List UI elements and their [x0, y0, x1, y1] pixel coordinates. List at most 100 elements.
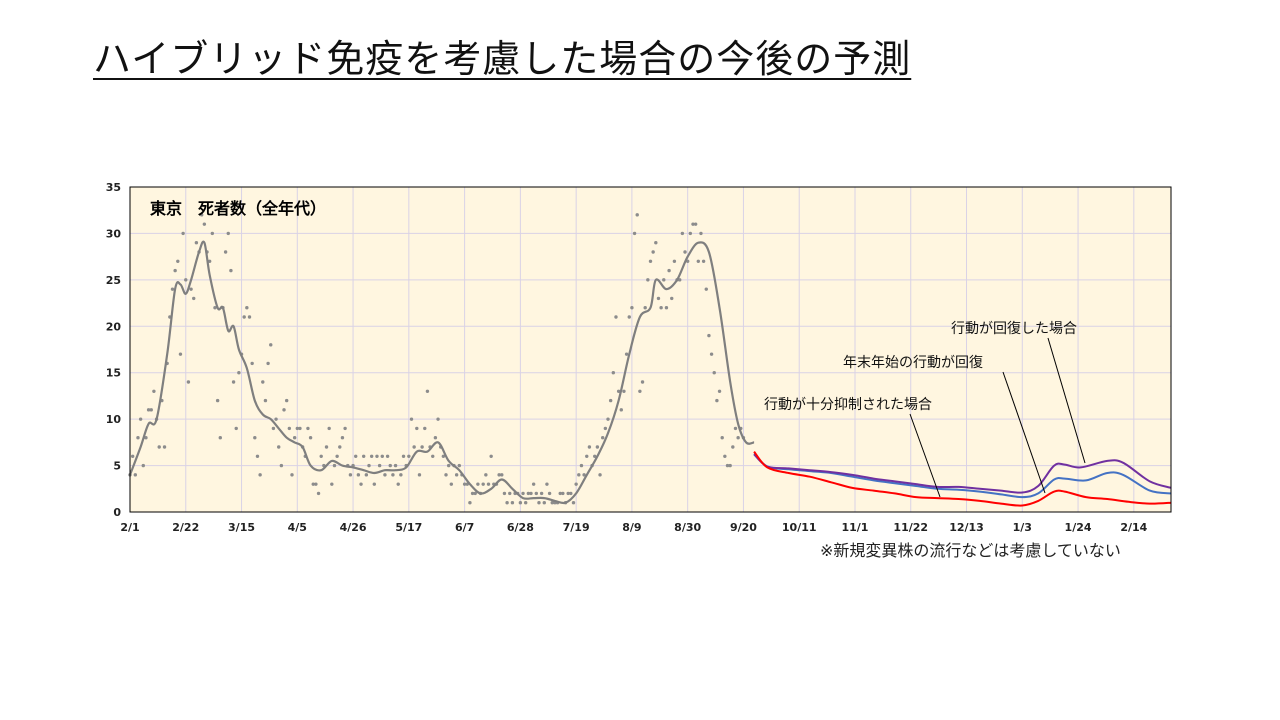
observed-point	[521, 491, 525, 496]
observed-point	[144, 436, 148, 440]
observed-point	[531, 482, 536, 486]
observed-point	[454, 473, 459, 477]
observed-point	[627, 315, 631, 319]
observed-point	[401, 454, 406, 458]
observed-point	[619, 408, 623, 412]
observed-point	[295, 426, 300, 431]
observed-point	[696, 259, 701, 263]
observed-point	[481, 482, 485, 486]
observed-point	[654, 241, 658, 245]
observed-point	[399, 473, 403, 477]
observed-point	[247, 315, 252, 319]
observed-point	[170, 287, 175, 291]
observed-point	[234, 426, 238, 431]
observed-point	[417, 473, 422, 477]
observed-point	[640, 380, 645, 384]
observed-point	[178, 352, 183, 356]
annotation-label: 年末年始の行動が回復	[843, 354, 983, 371]
observed-point	[733, 426, 738, 431]
observed-point	[157, 445, 161, 449]
observed-point	[558, 491, 562, 496]
observed-point	[396, 482, 400, 486]
observed-point	[577, 473, 581, 477]
observed-point	[146, 408, 151, 412]
x-tick-label: 7/19	[563, 521, 590, 534]
observed-point	[550, 501, 554, 505]
observed-point	[662, 278, 666, 282]
footnote: ※新規変異株の流行などは考慮していない	[820, 541, 1121, 560]
observed-point	[672, 259, 677, 263]
observed-point	[369, 454, 374, 458]
observed-point	[571, 501, 576, 505]
observed-point	[253, 436, 257, 440]
x-tick-label: 3/15	[228, 521, 255, 534]
observed-smoothed-line	[128, 240, 755, 505]
x-tick-label: 8/30	[674, 521, 701, 534]
annotation-label: 行動が回復した場合	[951, 320, 1077, 337]
observed-point	[470, 491, 475, 496]
observed-point	[638, 389, 642, 393]
plot-frame	[129, 186, 1172, 513]
observed-point	[279, 463, 284, 468]
observed-point	[261, 380, 265, 384]
observed-point	[508, 491, 512, 496]
observed-point	[338, 445, 342, 449]
observed-point	[330, 482, 334, 486]
observed-point	[407, 454, 411, 458]
observed-point	[670, 296, 674, 301]
observed-point	[213, 306, 217, 310]
observed-point	[242, 315, 246, 319]
x-tick-label: 1/3	[1013, 521, 1032, 534]
observed-point	[693, 222, 698, 226]
observed-point	[717, 389, 722, 393]
chart-title: 東京 死者数（全年代）	[150, 199, 326, 218]
observed-point	[138, 417, 143, 421]
y-tick-label: 30	[106, 227, 122, 240]
observed-point	[566, 491, 570, 496]
observed-point	[667, 268, 671, 273]
x-tick-label: 8/9	[622, 521, 641, 534]
observed-point	[306, 426, 310, 431]
observed-point	[526, 491, 531, 496]
observed-point	[186, 380, 191, 384]
observed-point	[593, 454, 597, 458]
observed-point	[449, 482, 454, 486]
observed-point	[579, 463, 584, 468]
observed-point	[215, 398, 220, 403]
observed-point	[510, 501, 515, 505]
observed-point	[659, 306, 663, 310]
observed-point	[446, 463, 451, 468]
observed-point	[287, 426, 292, 431]
observed-point	[348, 473, 353, 477]
observed-point	[391, 473, 395, 477]
observed-point	[569, 491, 573, 496]
observed-point	[683, 250, 687, 254]
observed-point	[340, 436, 345, 440]
observed-point	[715, 398, 719, 403]
observed-point	[707, 333, 711, 338]
observed-point	[367, 463, 371, 468]
observed-point	[624, 352, 629, 356]
observed-point	[250, 361, 254, 366]
observed-point	[600, 436, 605, 440]
observed-point	[473, 491, 477, 496]
x-axis-ticks: 2/1 2/22 3/15 4/5 4/26 5/17 6/7 6/28 7/19 8/9 8/30…	[120, 521, 1147, 534]
observed-point	[263, 398, 268, 403]
annotation-leader	[1047, 337, 1086, 464]
observed-point	[152, 389, 156, 393]
observed-point	[361, 454, 366, 458]
observed-point	[194, 241, 199, 245]
observed-point	[723, 454, 727, 458]
y-tick-label: 15	[106, 367, 121, 380]
observed-point	[630, 306, 634, 310]
observed-point	[202, 222, 207, 226]
observed-point	[534, 491, 539, 496]
observed-point	[308, 436, 313, 440]
observed-point	[364, 473, 369, 477]
observed-point	[608, 398, 613, 403]
x-tick-label: 6/28	[507, 521, 534, 534]
y-tick-label: 35	[106, 181, 121, 194]
observed-point	[274, 417, 278, 421]
observed-point	[420, 445, 424, 449]
